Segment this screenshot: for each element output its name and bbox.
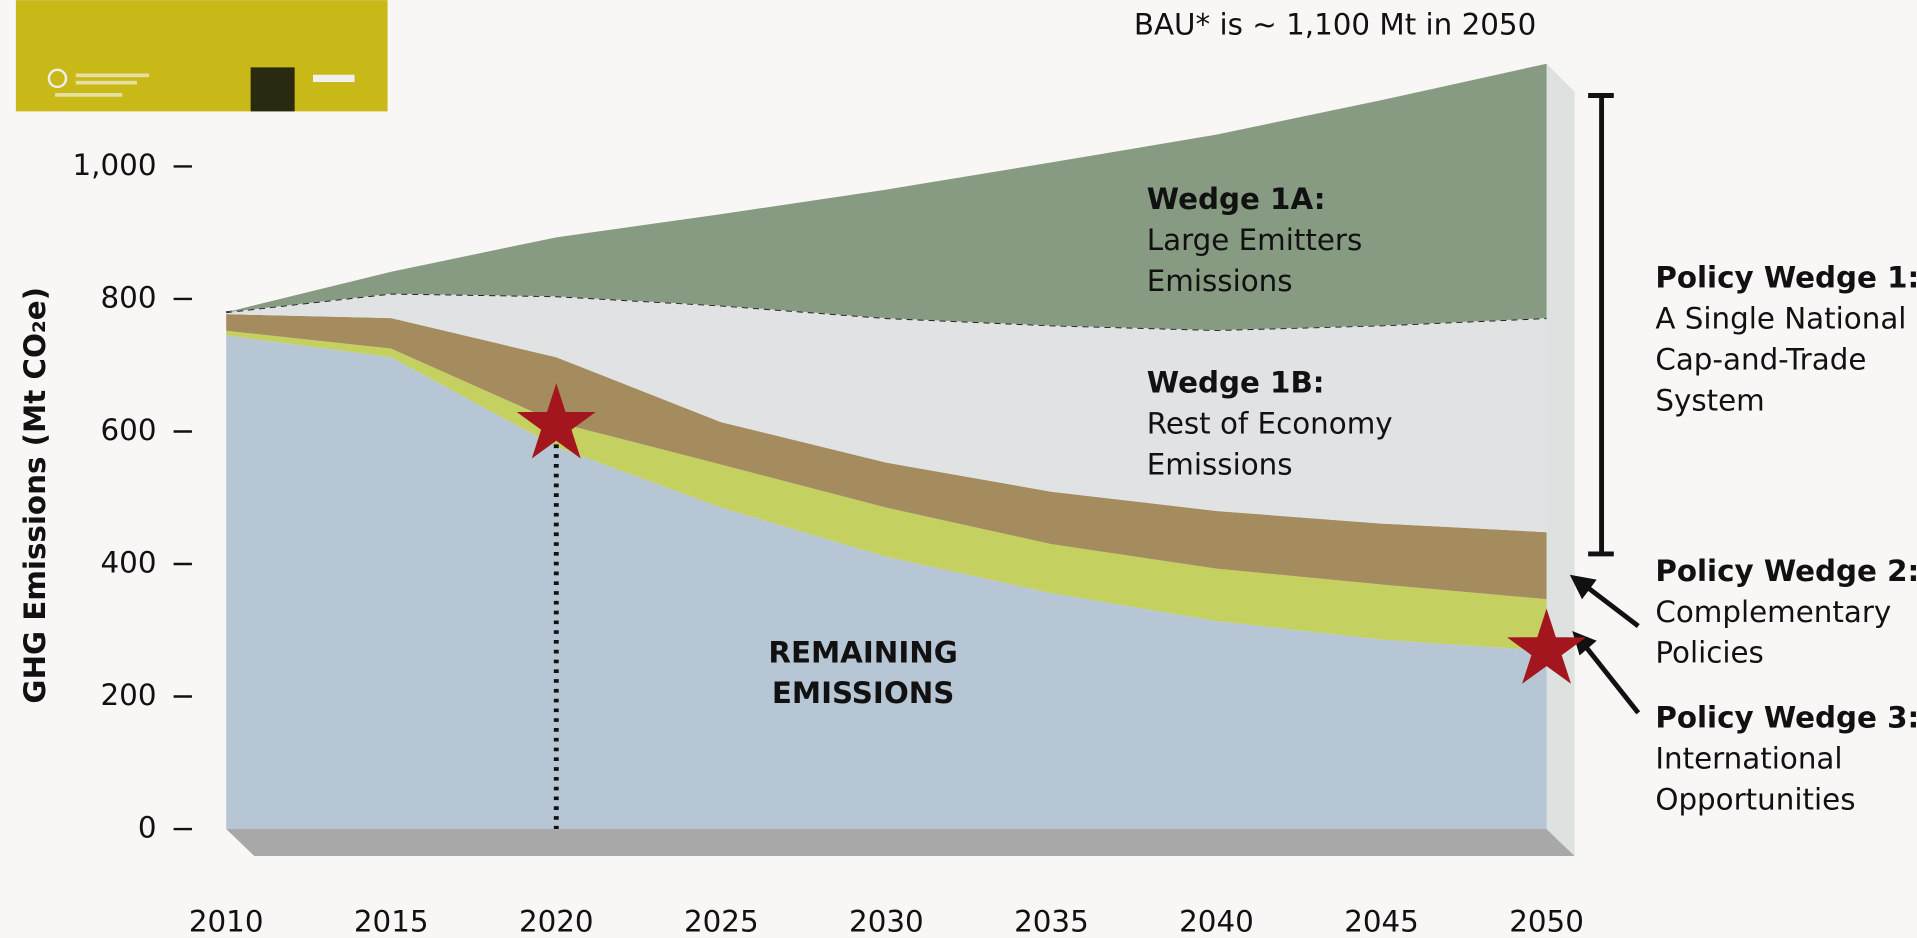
base-3d — [226, 829, 1575, 856]
area-label-line: Rest of Economy — [1147, 406, 1393, 440]
y-tick-label: 600 — [101, 413, 157, 447]
area-label-line: REMAINING — [768, 636, 958, 670]
area-label-title: Policy Wedge 3: — [1655, 701, 1917, 735]
x-tick-label: 2010 — [189, 905, 264, 938]
arrows — [1569, 574, 1641, 715]
y-tick-label: 1,000 — [73, 148, 157, 182]
area-label-title: Policy Wedge 2: — [1655, 554, 1917, 588]
x-tick-label: 2050 — [1509, 905, 1584, 938]
x-tick-label: 2045 — [1344, 905, 1419, 938]
area-label-title: Policy Wedge 1: — [1655, 260, 1917, 294]
y-tick-label: 200 — [101, 678, 157, 712]
area-label-line: System — [1655, 383, 1764, 417]
x-tick-label: 2040 — [1179, 905, 1254, 938]
area — [226, 63, 1547, 331]
y-tick-label: 0 — [138, 811, 157, 845]
y-tick-label: 400 — [101, 545, 157, 579]
area-label-line: EMISSIONS — [772, 676, 955, 710]
area-label-title: Wedge 1A: — [1147, 182, 1326, 216]
area — [226, 335, 1547, 830]
area-label-line: Complementary — [1655, 595, 1891, 629]
area-label-title: Wedge 1B: — [1147, 366, 1325, 400]
x-tick-label: 2035 — [1014, 905, 1089, 938]
x-tick-label: 2020 — [519, 905, 594, 938]
star-marker — [516, 383, 596, 459]
x-tick-label: 2030 — [849, 905, 924, 938]
area-label-line: Cap-and-Trade — [1655, 342, 1866, 376]
x-tick-label: 2015 — [354, 905, 429, 938]
side-3d — [1546, 63, 1575, 856]
chart-title: BAU* is ~ 1,100 Mt in 2050 — [1134, 7, 1536, 41]
area-label-line: Large Emitters — [1147, 223, 1362, 257]
area — [226, 293, 1547, 533]
area-label-line: A Single National — [1655, 301, 1906, 335]
area-label-line: Policies — [1655, 636, 1763, 670]
area — [226, 330, 1547, 651]
bracket — [1588, 93, 1614, 557]
y-tick-label: 800 — [101, 280, 157, 314]
report-thumbnail — [15, 0, 388, 112]
star-marker — [1507, 608, 1587, 684]
x-tick-label: 2025 — [684, 905, 759, 938]
y-axis-label: GHG Emissions (Mt CO₂e) — [18, 287, 52, 704]
area-label-line: Opportunities — [1655, 782, 1855, 816]
area-label-line: Emissions — [1147, 447, 1293, 481]
area-label-line: Emissions — [1147, 264, 1293, 298]
area-label-line: International — [1655, 741, 1842, 775]
